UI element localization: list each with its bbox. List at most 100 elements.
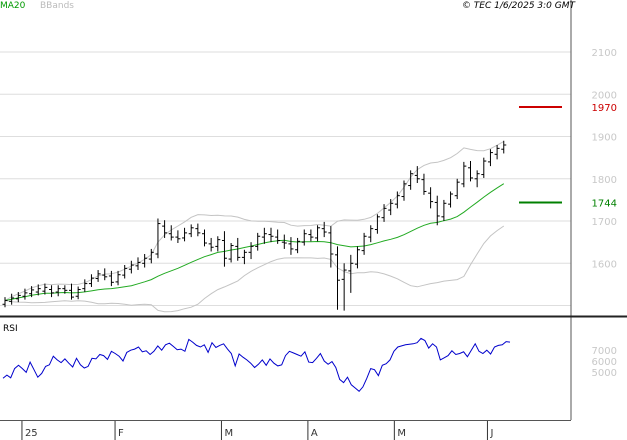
ohlc-bar <box>115 270 121 286</box>
ohlc-bar <box>128 260 134 274</box>
ohlc-bar <box>95 270 101 282</box>
ohlc-bar <box>281 234 287 249</box>
ohlc-bar <box>88 274 94 287</box>
ohlc-bar <box>434 195 440 226</box>
ohlc-bar <box>135 257 141 271</box>
ohlc-bar <box>182 227 188 242</box>
ohlc-bar <box>188 224 194 238</box>
ohlc-bar <box>361 232 367 255</box>
ohlc-bar <box>49 285 55 298</box>
ohlc-bar <box>75 286 81 300</box>
support-label: 1744 <box>592 198 617 209</box>
rsi-series <box>2 337 511 393</box>
ohlc-bar <box>441 199 447 222</box>
ohlc-bar <box>494 144 500 160</box>
ohlc-bar <box>215 236 221 252</box>
ohlc-bar <box>261 227 267 244</box>
ohlc-bar <box>461 161 467 188</box>
price-tick-label: 2100 <box>592 48 617 59</box>
ohlc-bar <box>374 214 380 234</box>
bb-lower-line <box>4 225 505 313</box>
ohlc-bar <box>241 249 247 265</box>
rsi-tick-label: 5000 <box>592 368 617 379</box>
ohlc-bar <box>275 229 281 244</box>
ohlc-bar <box>195 223 201 237</box>
resistance-label: 1970 <box>592 103 617 114</box>
ohlc-bar <box>35 284 41 296</box>
rsi-label: RSI <box>3 324 18 334</box>
ohlc-bar <box>394 191 400 209</box>
ohlc-bar <box>487 149 493 167</box>
ohlc-bar <box>148 248 154 264</box>
price-tick-label: 1800 <box>592 175 617 186</box>
ohlc-bar <box>162 220 168 238</box>
ohlc-bar <box>321 221 327 238</box>
grid <box>0 0 571 307</box>
ohlc-bar <box>341 263 347 311</box>
bb-upper-line <box>4 140 505 301</box>
bollinger-bands <box>4 140 505 313</box>
ohlc-bar <box>368 225 374 243</box>
ohlc-bar <box>2 297 8 308</box>
ohlc-bar <box>15 292 21 303</box>
ohlc-bar <box>102 268 108 281</box>
ohlc-bar <box>202 229 207 247</box>
price-tick-label: 1600 <box>592 259 617 270</box>
ohlc-bar <box>454 178 460 200</box>
ohlc-bar <box>108 270 114 287</box>
ohlc-bar <box>235 237 241 261</box>
ma20-line <box>4 183 505 301</box>
ohlc-bar <box>69 283 74 300</box>
ohlc-bar <box>354 246 360 269</box>
ohlc-bar <box>168 225 174 241</box>
ohlc-bar <box>82 279 88 293</box>
ma-legend: MA20 <box>0 1 26 11</box>
x-tick-label: F <box>118 428 124 439</box>
ohlc-bar <box>228 243 234 263</box>
ohlc-bar <box>408 170 414 190</box>
ohlc-bar <box>428 187 434 209</box>
ohlc-bar <box>335 246 340 310</box>
price-tick-label: 1700 <box>592 217 617 228</box>
ohlc-bar <box>388 199 394 216</box>
ohlc-bar <box>255 232 261 251</box>
timestamp: © TEC 1/6/2025 3:0 GMT <box>462 1 577 11</box>
ma20-series <box>4 183 505 301</box>
ohlc-bar <box>22 288 28 300</box>
bbands-legend: BBands <box>40 1 74 11</box>
ohlc-bar <box>414 166 420 184</box>
x-tick-label: J <box>489 428 493 439</box>
ohlc-bar <box>295 237 301 254</box>
rsi-line <box>2 337 511 393</box>
spacer <box>0 0 571 289</box>
ohlc-bar <box>308 229 314 242</box>
ohlc-bar <box>328 226 334 268</box>
ohlc-bar <box>348 254 354 293</box>
rsi-tick-label: 6000 <box>592 357 617 368</box>
ohlc-bar <box>421 173 427 195</box>
ohlc-bar <box>155 218 161 259</box>
ohlc-bar <box>142 254 148 268</box>
x-tick-label: M <box>397 428 406 439</box>
ohlc-bar <box>221 231 227 267</box>
ohlc-bar <box>474 170 480 188</box>
ohlc-bar <box>481 157 487 178</box>
rsi-tick-label: 7000 <box>592 346 617 357</box>
ohlc-bar <box>122 264 128 279</box>
ohlc-bar <box>501 140 507 154</box>
ohlc-bar <box>175 230 181 244</box>
ohlc-bar <box>315 225 321 242</box>
ohlc-bar <box>268 227 274 243</box>
ohlc-bar <box>301 229 307 246</box>
ohlc-bar <box>62 285 68 294</box>
ohlc-bar <box>42 283 48 295</box>
price-tick-label: 2000 <box>592 90 617 101</box>
ohlc-bar <box>401 180 407 201</box>
level-lines: 1970 1744 <box>519 103 617 209</box>
price-bars <box>2 140 507 311</box>
ohlc-bar <box>208 237 214 252</box>
ohlc-bar <box>288 237 294 255</box>
ohlc-bar <box>55 285 61 297</box>
